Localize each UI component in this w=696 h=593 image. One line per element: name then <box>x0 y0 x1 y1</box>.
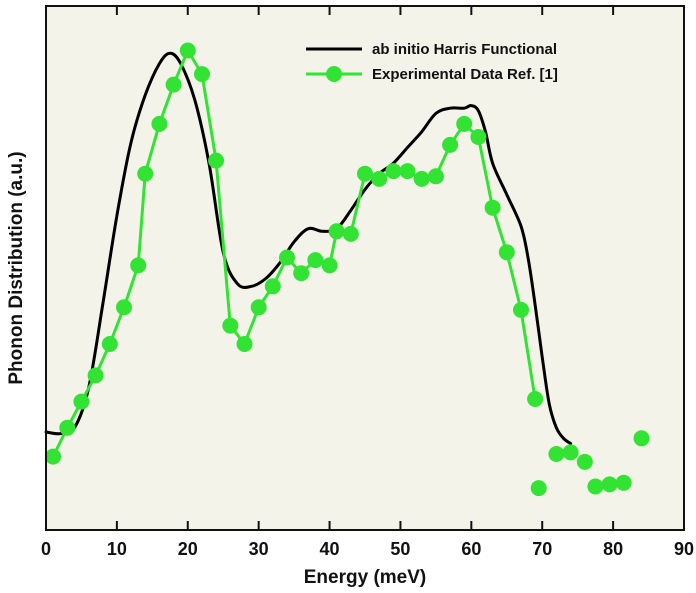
data-point <box>250 299 267 316</box>
data-point <box>470 129 487 145</box>
legend-label-experiment: Experimental Data Ref. [1] <box>372 66 558 83</box>
x-tick-label: 70 <box>532 539 552 559</box>
data-point <box>371 170 388 187</box>
data-point <box>615 474 632 491</box>
data-point <box>633 430 650 447</box>
data-point <box>357 165 373 182</box>
data-point <box>427 168 444 185</box>
data-point <box>137 165 154 182</box>
data-point <box>321 257 338 274</box>
data-point <box>279 249 295 266</box>
data-point <box>328 223 345 240</box>
x-tick-label: 10 <box>107 539 127 559</box>
x-tick-label: 90 <box>674 539 694 559</box>
x-tick-label: 60 <box>461 539 481 559</box>
data-point <box>208 152 225 169</box>
x-axis-title: Energy (meV) <box>304 567 426 588</box>
x-tick-label: 0 <box>41 539 51 559</box>
data-point <box>130 257 147 274</box>
data-point <box>222 317 239 334</box>
x-tick-label: 20 <box>178 539 198 559</box>
data-point <box>527 391 544 407</box>
data-point <box>484 199 501 216</box>
marker-layer <box>45 42 650 497</box>
data-point <box>385 163 402 180</box>
data-point <box>442 136 459 153</box>
data-point <box>101 336 118 352</box>
legend: ab initio Harris Functional Experimental… <box>306 41 558 83</box>
data-point <box>513 301 529 318</box>
legend-label-theory: ab initio Harris Functional <box>372 41 557 58</box>
data-point <box>45 448 62 465</box>
data-point <box>116 299 132 316</box>
data-point <box>498 244 515 261</box>
data-point <box>307 252 324 269</box>
data-point <box>342 225 359 242</box>
data-point <box>456 115 473 132</box>
data-point <box>264 278 281 295</box>
x-axis-ticks: 0 10 20 30 40 50 60 70 80 90 <box>41 6 694 559</box>
data-point <box>236 336 253 352</box>
data-point <box>576 453 593 470</box>
data-point <box>59 419 76 436</box>
data-point <box>413 170 430 187</box>
x-tick-label: 50 <box>390 539 410 559</box>
data-point <box>73 393 90 410</box>
plot-frame <box>45 5 685 531</box>
data-point <box>601 476 618 493</box>
data-point <box>87 367 104 384</box>
x-tick-label: 80 <box>603 539 623 559</box>
data-point <box>587 478 604 495</box>
data-point <box>293 265 310 282</box>
data-point <box>151 115 168 132</box>
data-point <box>530 480 547 497</box>
data-point <box>399 163 416 180</box>
x-tick-label: 30 <box>249 539 269 559</box>
data-point <box>179 42 196 59</box>
x-tick-label: 40 <box>320 539 340 559</box>
data-point <box>194 66 210 83</box>
y-axis-title: Phonon Distribution (a.u.) <box>6 151 27 384</box>
data-point <box>562 444 579 461</box>
legend-marker-experiment <box>326 66 342 82</box>
data-point <box>548 446 565 462</box>
data-point <box>165 76 182 93</box>
plot-background <box>46 6 684 530</box>
